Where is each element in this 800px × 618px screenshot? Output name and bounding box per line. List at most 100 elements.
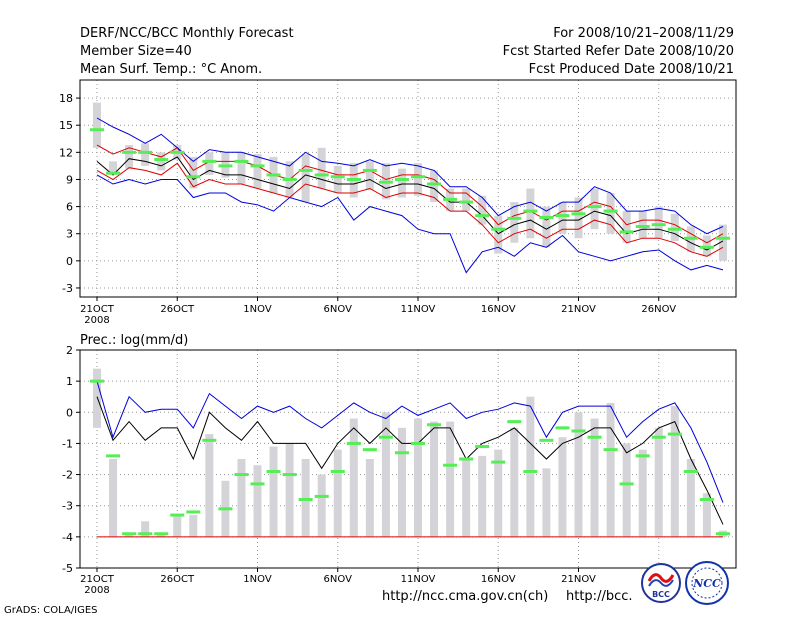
panel1-spread-bar — [590, 188, 599, 230]
panel1-spread-bar — [157, 152, 166, 171]
panel2-spread-bar — [638, 449, 647, 537]
panel2-title: Prec.: log(mm/d) — [80, 333, 188, 348]
panel1-spread-bar — [478, 195, 487, 225]
panel2-spread-bar — [237, 459, 246, 537]
panel2-plot-frame — [79, 349, 737, 569]
panel2-spread-bar — [622, 443, 631, 537]
panel2-spread-bar — [670, 406, 679, 537]
panel1-spread-bar — [301, 154, 310, 203]
panel1-spread-bar — [494, 215, 503, 254]
panel2-spread-bar — [414, 418, 422, 537]
panel2-y-tick-label: 1 — [66, 375, 73, 388]
panel2-upper-line — [96, 380, 724, 503]
panel1-spread-bar — [333, 165, 342, 194]
forecast-period: For 2008/10/21–2008/11/29 — [553, 26, 734, 41]
panel1-x-tick-label: 6NOV — [324, 304, 353, 315]
panel2-spread-bar — [590, 418, 599, 537]
panel1-plot-frame — [79, 79, 737, 298]
panel2-spread-bar — [397, 427, 406, 537]
ncc-logo-text: NCC — [692, 577, 721, 590]
panel1-x-tick-label: 16NOV — [481, 304, 516, 315]
panel1-spread-bar — [718, 224, 727, 261]
panel1-x-tick-label: 11NOV — [401, 304, 436, 315]
panel1-x-year-label: 2008 — [84, 315, 109, 326]
panel2-spread-bar — [93, 368, 101, 428]
panel2-spread-bar — [510, 427, 519, 537]
panel2-spread-bar — [574, 412, 583, 537]
panel2-y-tick-label: -5 — [62, 562, 73, 575]
panel1-spread-bar — [574, 197, 583, 239]
panel2-spread-bar — [462, 459, 471, 537]
panel2-spread-bar — [125, 533, 134, 537]
panel1-spread-bar — [638, 211, 647, 239]
panel1-lower-inner-line — [96, 162, 724, 257]
panel2-spread-bar — [317, 474, 326, 537]
panel2-x-year-label: 2008 — [84, 585, 109, 596]
panel2-spread-bar — [205, 434, 214, 537]
panel2-spread-bar — [526, 396, 535, 537]
panel1-y-tick-label: 6 — [66, 201, 73, 214]
panel1-spread-bar — [237, 152, 246, 184]
bcc-logo: BCC — [641, 563, 681, 603]
panel1-x-tick-label: 21OCT — [80, 304, 115, 315]
ncc-logo: NCC — [685, 561, 729, 605]
panel1-spread-bar — [414, 163, 422, 196]
panel1-upper-outer-line — [96, 117, 724, 235]
produced-date: Fcst Produced Date 2008/10/21 — [528, 62, 734, 77]
panel2-spread-bar — [558, 437, 567, 537]
panel2-spread-bar — [141, 521, 150, 537]
panel2-spread-bar — [686, 459, 695, 537]
panel1-spread-bar — [253, 154, 262, 189]
panel1-y-tick-label: 15 — [59, 119, 73, 132]
panel1-y-tick-label: 12 — [59, 146, 73, 159]
panel2-y-tick-label: 2 — [66, 344, 73, 357]
panel2-y-tick-label: -3 — [62, 500, 73, 513]
panel2-spread-bar — [430, 421, 439, 537]
panel2-spread-bar — [269, 446, 278, 537]
panel1-spread-bar — [462, 188, 471, 212]
panel2-spread-bar — [494, 449, 503, 537]
panel2-spread-bar — [109, 459, 118, 537]
panel2-y-tick-label: -4 — [62, 531, 73, 544]
bcc-url-link[interactable]: http://bcc. — [566, 589, 633, 604]
bcc-logo-text: BCC — [652, 590, 670, 599]
panel2-spread-bar — [189, 515, 198, 537]
panel2-x-tick-label: 11NOV — [401, 574, 436, 585]
panel2-spread-bar — [253, 465, 262, 537]
panel2-x-tick-label: 26OCT — [160, 574, 195, 585]
variable-label: Mean Surf. Temp.: °C Anom. — [80, 62, 263, 77]
panel1-spread-bar — [125, 145, 134, 169]
panel2-x-tick-label: 16NOV — [481, 574, 516, 585]
panel1-y-tick-label: 18 — [59, 92, 73, 105]
panel2-spread-bar — [365, 459, 374, 537]
panel1-ensemble-mean-line — [96, 156, 724, 251]
panel2-spread-bar — [381, 412, 390, 537]
panel2-spread-bar — [654, 427, 663, 537]
panel1-y-tick-label: 3 — [66, 228, 73, 241]
panel2-spread-bar — [349, 418, 358, 537]
panel1-spread-bar — [670, 213, 679, 241]
panel2-spread-bar — [478, 455, 487, 537]
panel2-spread-bar — [542, 468, 551, 537]
panel2-spread-bar — [173, 515, 182, 537]
panel1-spread-bar — [606, 193, 615, 234]
panel1-spread-bar — [141, 143, 150, 166]
panel2-spread-bar — [285, 443, 294, 537]
panel2-x-tick-label: 21NOV — [561, 574, 596, 585]
panel2-spread-bar — [446, 421, 455, 537]
panel1-spread-bar — [430, 170, 439, 203]
panel2-spread-bar — [606, 402, 615, 537]
panel1-spread-bar — [93, 102, 101, 148]
panel1-spread-bar — [622, 211, 631, 243]
panel2-y-tick-label: -1 — [62, 437, 73, 450]
panel1-lower-outer-line — [96, 174, 724, 274]
panel2-spread-bar — [333, 449, 342, 537]
panel2-ensemble-mean-line — [96, 396, 724, 525]
panel1-x-tick-label: 1NOV — [243, 304, 272, 315]
ncc-url-link[interactable]: http://ncc.cma.gov.cn(ch) — [382, 589, 549, 604]
panel1-x-tick-label: 26OCT — [160, 304, 195, 315]
panel2-spread-bar — [301, 459, 310, 537]
panel2-x-tick-label: 6NOV — [324, 574, 353, 585]
panel1-spread-bar — [109, 161, 118, 175]
